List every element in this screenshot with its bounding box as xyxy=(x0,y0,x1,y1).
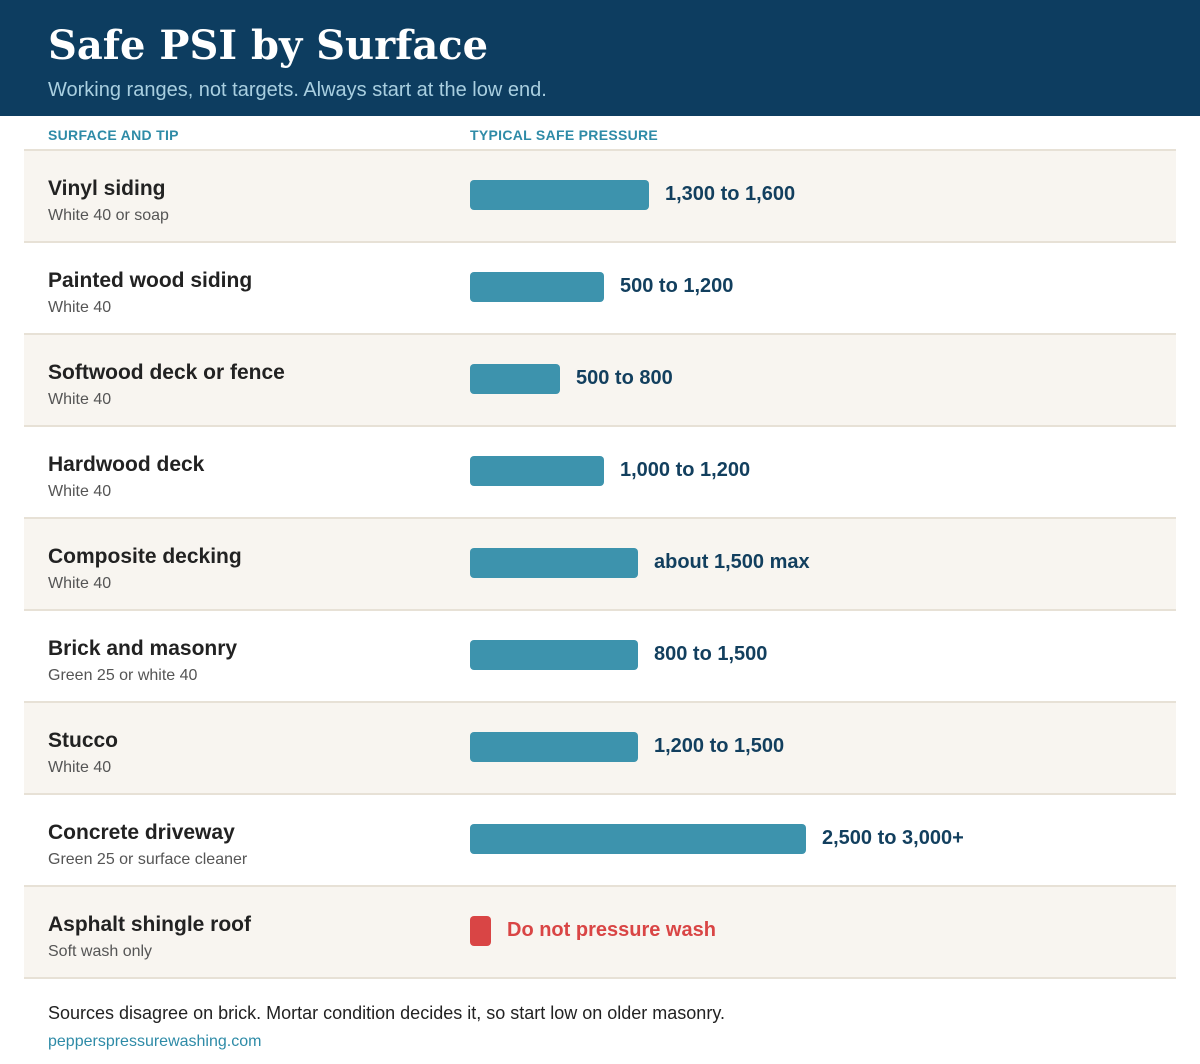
table-row: Painted wood siding White 40 500 to 1,200 xyxy=(24,243,1176,335)
nozzle-tip: White 40 xyxy=(48,391,112,408)
pressure-label: 500 to 800 xyxy=(576,367,673,389)
footnote: Sources disagree on brick. Mortar condit… xyxy=(48,1003,725,1023)
page-subtitle: Working ranges, not targets. Always star… xyxy=(48,79,547,101)
table-row: Hardwood deck White 40 1,000 to 1,200 xyxy=(24,427,1176,519)
page-title: Safe PSI by Surface xyxy=(48,22,489,69)
pressure-label: 500 to 1,200 xyxy=(620,275,734,297)
pressure-bar xyxy=(470,732,638,762)
nozzle-tip: Green 25 or surface cleaner xyxy=(48,851,248,868)
pressure-bar xyxy=(470,456,604,486)
table-row: Softwood deck or fence White 40 500 to 800 xyxy=(24,335,1176,427)
nozzle-tip: White 40 or soap xyxy=(48,207,169,224)
pressure-label: 800 to 1,500 xyxy=(654,643,768,665)
chart-rows: Vinyl siding White 40 or soap 1,300 to 1,6… xyxy=(24,151,1176,979)
surface-name: Asphalt shingle roof xyxy=(48,913,252,936)
source-link[interactable]: pepperspressurewashing.com xyxy=(48,1033,262,1050)
pressure-label: 1,000 to 1,200 xyxy=(620,459,751,481)
surface-name: Softwood deck or fence xyxy=(48,361,285,384)
pressure-label: 1,300 to 1,600 xyxy=(665,183,796,205)
table-row: Vinyl siding White 40 or soap 1,300 to 1,6… xyxy=(24,151,1176,243)
header-banner: Safe PSI by Surface Working ranges, not … xyxy=(0,0,1200,116)
pressure-bar xyxy=(470,824,806,854)
surface-name: Composite decking xyxy=(48,545,242,568)
pressure-label: 1,200 to 1,500 xyxy=(654,735,785,757)
surface-name: Hardwood deck xyxy=(48,453,205,476)
table-row: Stucco White 40 1,200 to 1,500 xyxy=(24,703,1176,795)
pressure-bar xyxy=(470,640,638,670)
nozzle-tip: White 40 xyxy=(48,759,112,776)
table-top-divider xyxy=(24,149,1176,151)
nozzle-tip: Green 25 or white 40 xyxy=(48,667,198,684)
warning-marker xyxy=(470,916,491,946)
pressure-bar xyxy=(470,548,638,578)
pressure-bar xyxy=(470,364,560,394)
surface-name: Painted wood siding xyxy=(48,269,253,292)
table-row: Concrete driveway Green 25 or surface cle… xyxy=(24,795,1176,887)
column-header-pressure: TYPICAL SAFE PRESSURE xyxy=(470,127,659,143)
pressure-label: 2,500 to 3,000+ xyxy=(822,827,964,849)
table-row: Asphalt shingle roof Soft wash only Do not… xyxy=(24,887,1176,979)
table-row: Composite decking White 40 about 1,500 max xyxy=(24,519,1176,611)
nozzle-tip: White 40 xyxy=(48,483,112,500)
surface-name: Concrete driveway xyxy=(48,821,235,844)
nozzle-tip: White 40 xyxy=(48,299,112,316)
column-header-surface: SURFACE AND TIP xyxy=(48,127,179,143)
surface-name: Stucco xyxy=(48,729,119,752)
pressure-bar xyxy=(470,272,604,302)
nozzle-tip: Soft wash only xyxy=(48,943,153,960)
surface-name: Brick and masonry xyxy=(48,637,238,660)
surface-name: Vinyl siding xyxy=(48,177,166,200)
pressure-bar xyxy=(470,180,649,210)
table-row: Brick and masonry Green 25 or white 40 800… xyxy=(24,611,1176,703)
warning-label: Do not pressure wash xyxy=(507,919,716,941)
pressure-label: about 1,500 max xyxy=(654,551,810,573)
nozzle-tip: White 40 xyxy=(48,575,112,592)
